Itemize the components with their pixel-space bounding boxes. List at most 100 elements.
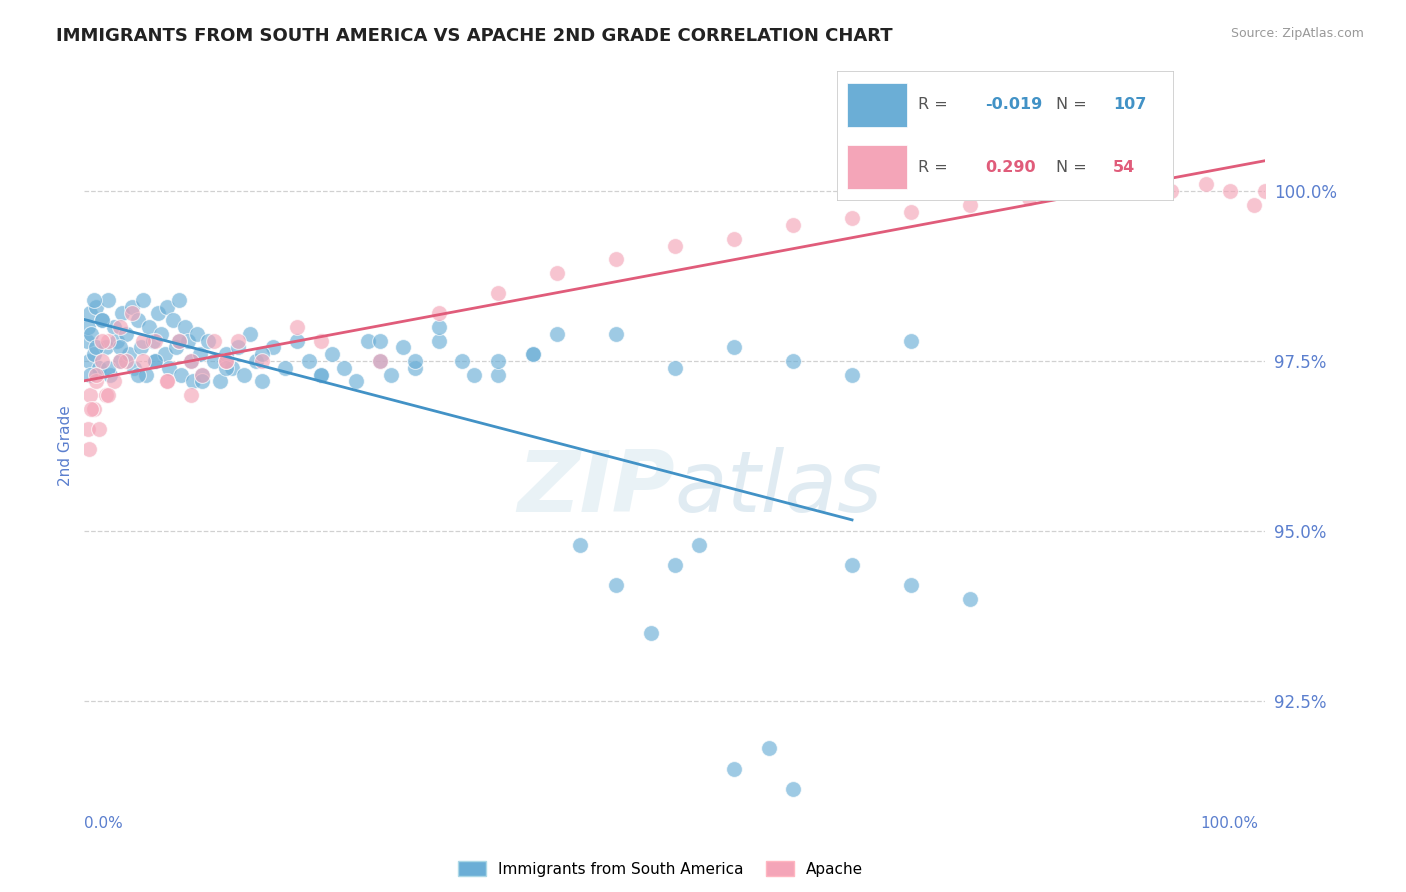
Point [688, 537, 710, 551]
Point [900, 334, 922, 348]
Point [392, 341, 415, 355]
Point [118, 347, 141, 361]
Point [94, 341, 117, 355]
Point [463, 368, 485, 382]
Point [333, 360, 356, 375]
Point [77, 422, 100, 436]
Point [79, 388, 101, 402]
Point [132, 293, 155, 307]
Text: R =: R = [918, 160, 948, 175]
Point [108, 320, 131, 334]
Point [1219, 184, 1241, 198]
Point [404, 354, 426, 368]
Point [177, 334, 200, 348]
Text: R =: R = [918, 97, 948, 112]
Text: N =: N = [1056, 97, 1087, 112]
Point [84, 341, 107, 355]
Point [226, 334, 249, 348]
Point [80, 401, 103, 416]
Point [150, 326, 173, 341]
Point [605, 252, 627, 266]
Point [486, 368, 509, 382]
Point [191, 368, 214, 382]
Point [215, 360, 238, 375]
Point [114, 354, 136, 368]
Point [180, 388, 202, 402]
Point [959, 591, 981, 606]
Point [486, 286, 509, 301]
Point [723, 762, 745, 776]
Point [664, 360, 686, 375]
Point [121, 300, 143, 314]
Point [209, 375, 232, 389]
Point [138, 320, 160, 334]
Point [250, 354, 273, 368]
Point [197, 334, 219, 348]
Point [522, 347, 544, 361]
Point [782, 354, 804, 368]
Point [103, 320, 125, 334]
Point [191, 368, 214, 382]
Point [605, 326, 627, 341]
Point [274, 360, 297, 375]
Point [188, 347, 211, 361]
Point [221, 360, 243, 375]
Text: 0.290: 0.290 [986, 160, 1036, 175]
Point [84, 368, 107, 382]
Point [162, 313, 184, 327]
Point [782, 218, 804, 232]
Point [167, 334, 190, 348]
Point [156, 375, 179, 389]
Point [166, 341, 188, 355]
Point [215, 347, 238, 361]
Text: 107: 107 [1114, 97, 1147, 112]
Point [782, 782, 804, 797]
Point [83, 401, 105, 416]
Point [132, 354, 155, 368]
Point [191, 375, 214, 389]
Point [98, 368, 121, 382]
Point [427, 306, 450, 320]
Point [143, 354, 166, 368]
Point [87, 360, 110, 375]
Point [368, 354, 391, 368]
Point [309, 368, 332, 382]
Point [91, 313, 114, 327]
Point [132, 334, 155, 348]
Point [344, 375, 367, 389]
Point [1243, 198, 1265, 212]
Point [285, 334, 308, 348]
Point [153, 347, 176, 361]
Point [298, 354, 321, 368]
Point [97, 293, 120, 307]
Point [664, 558, 686, 572]
Text: atlas: atlas [675, 447, 883, 531]
Point [114, 326, 136, 341]
Point [157, 360, 180, 375]
Point [546, 266, 568, 280]
Point [79, 306, 101, 320]
Point [215, 354, 238, 368]
Point [108, 341, 131, 355]
Text: N =: N = [1056, 160, 1087, 175]
Point [262, 341, 284, 355]
Point [97, 388, 120, 402]
Point [1077, 178, 1099, 192]
Point [180, 354, 202, 368]
Point [84, 300, 107, 314]
Point [77, 320, 100, 334]
Point [186, 326, 208, 341]
Point [1160, 184, 1182, 198]
Text: Source: ZipAtlas.com: Source: ZipAtlas.com [1230, 27, 1364, 40]
Point [173, 320, 195, 334]
Point [143, 354, 166, 368]
Point [900, 578, 922, 592]
Text: 100.0%: 100.0% [1201, 816, 1258, 831]
Point [111, 306, 134, 320]
Point [91, 334, 114, 348]
Point [215, 354, 238, 368]
Point [1018, 191, 1040, 205]
Point [167, 334, 190, 348]
Point [91, 313, 114, 327]
Point [664, 238, 686, 252]
